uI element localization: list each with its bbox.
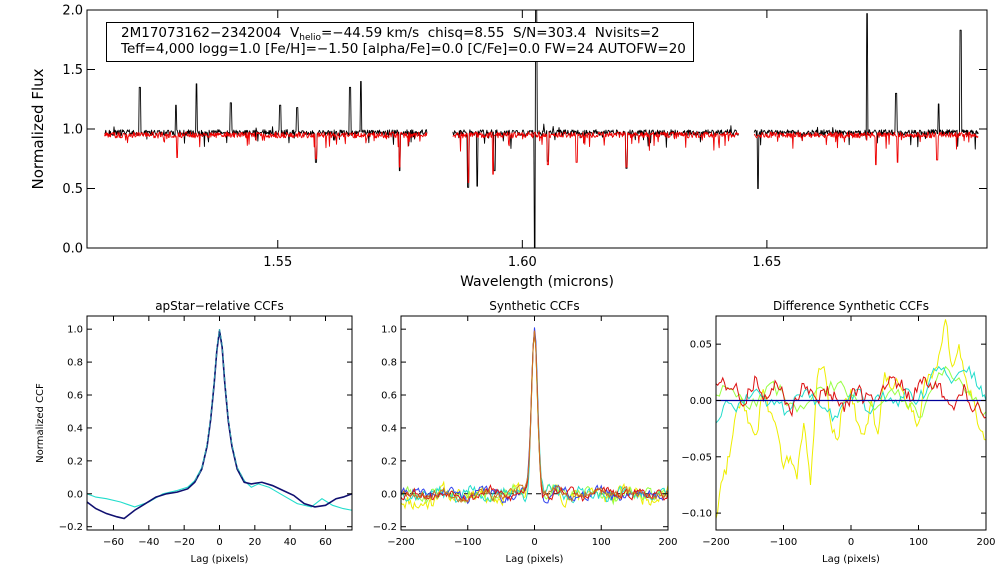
ccf_synthetic-ytick-label: 0.2 [381, 456, 397, 467]
info-line-2: Teff=4,000 logg=1.0 [Fe/H]=−1.50 [alpha/… [121, 41, 686, 57]
ccf_apstar-xlabel: Lag (pixels) [191, 554, 249, 565]
ccf_apstar-frame [86, 315, 353, 531]
ccf_synthetic-plot-area [401, 327, 668, 511]
spectrum-panel: 1.55 1.60 1.65 0.0 0.5 1.0 1.5 2.0 Wavelength (m… [29, 4, 988, 290]
ccf-synthetic-orange [401, 330, 668, 504]
snr-value: S/N=303.4 [513, 25, 587, 41]
info-line-1: 2M17073162−2342004 Vhelio=−44.59 km/s ch… [121, 25, 693, 43]
ccf_synthetic-xlabel: Lag (pixels) [506, 554, 564, 565]
vhelio-value: =−44.59 km/s [320, 25, 420, 41]
ccf_apstar-xtick-label: 20 [248, 537, 261, 548]
ccf_difference-xtick-label: 100 [909, 537, 928, 548]
ccf_apstar-ytick-label: 1.0 [67, 325, 83, 336]
spectrum-model-fit-chip-2 [452, 131, 739, 183]
spectrum-ytick-label: 0.0 [62, 242, 83, 257]
ccf_synthetic-ytick-label: 0.4 [381, 423, 397, 434]
ccf_synthetic-xtick-label: 0 [531, 537, 537, 548]
ccf_difference-title: Difference Synthetic CCFs [773, 299, 929, 313]
ccf_synthetic-panel: −200 −100 0 100 200 −0.2 0.0 0.2 0.4 0.6 0.8 1.0 Syn… [373, 299, 678, 565]
spectrum-ylabel: Normalized Flux [29, 68, 47, 189]
ccf_apstar-xtick-label: −40 [138, 537, 159, 548]
ccf_difference-ytick-label: 0.00 [690, 396, 712, 407]
ccf-synthetic-green [401, 335, 668, 506]
ccf_difference-xlabel: Lag (pixels) [822, 554, 880, 565]
ccf_apstar-xtick-label: 40 [284, 537, 297, 548]
spectrum-series-model [104, 131, 979, 183]
ccf_synthetic-ytick-label: 0.6 [381, 391, 397, 402]
spectrum-observed-spectrum-chip-3 [753, 13, 979, 189]
ccf_difference-xtick-label: 0 [848, 537, 854, 548]
ccf_difference-plot-area [716, 319, 986, 519]
spectrum-info-box: 2M17073162−2342004 Vhelio=−44.59 km/s ch… [106, 22, 694, 62]
ccf_apstar-title: apStar−relative CCFs [155, 299, 284, 313]
ccf_apstar-ytick-label: 0.6 [67, 391, 83, 402]
ccf_difference-panel: −200 −100 0 100 200 −0.10 −0.05 0.00 0.05 Differe… [681, 299, 995, 565]
chisq-value: chisq=8.55 [427, 25, 505, 41]
spectrum-xtick-label: 1.55 [263, 255, 292, 270]
ccf-synthetic-red [401, 330, 668, 502]
ccf_difference-ytick-label: 0.05 [690, 340, 712, 351]
spectrum-observed-spectrum-chip-1 [104, 80, 428, 172]
ccf-synthetic-yellow [401, 331, 668, 511]
ccf_synthetic-ytick-label: 1.0 [381, 325, 397, 336]
spectrum-ytick-label: 2.0 [62, 4, 83, 19]
ccf-apstar-visit-2 [87, 330, 352, 520]
ccf_difference-xtick-label: 200 [976, 537, 995, 548]
spectrum-model-fit-chip-1 [104, 131, 428, 168]
ccf_apstar-xtick-label: 60 [319, 537, 332, 548]
vhelio-subscript: helio [299, 33, 321, 43]
ccf-difference-cyan [716, 365, 986, 424]
ccf_synthetic-ytick-label: 0.8 [381, 358, 397, 369]
ccf-difference-yellow [716, 319, 986, 519]
ccf_difference-ytick-label: −0.10 [681, 509, 712, 520]
ccf_apstar-ytick-label: 0.8 [67, 358, 83, 369]
ccf_apstar-panel: −60 −40 −20 0 20 40 60 −0.2 0.0 0.2 0.4 0.6 0.8 1.0 ap… [35, 299, 353, 565]
object-id: 2M17073162−2342004 [121, 25, 282, 41]
ccf_apstar-ytick-label: 0.4 [67, 423, 83, 434]
ccf-difference-red [716, 375, 986, 419]
spectrum-ytick-label: 1.5 [62, 63, 83, 78]
spectrum-xtick-label: 1.60 [508, 255, 537, 270]
ccf-synthetic-cyan [401, 331, 668, 504]
ccf_synthetic-xtick-label: −200 [387, 537, 414, 548]
ccf-apstar-visit-1 [87, 329, 352, 511]
ccf_apstar-ytick-label: 0.2 [67, 456, 83, 467]
ccf_synthetic-xtick-label: 200 [658, 537, 677, 548]
nvisits-value: Nvisits=2 [594, 25, 660, 41]
spectrum-ytick-label: 0.5 [62, 182, 83, 197]
ccf_difference-ytick-label: −0.05 [681, 452, 712, 463]
ccf_difference-frame [715, 315, 987, 531]
ccf_synthetic-ytick-label: 0.0 [381, 489, 397, 500]
ccf_difference-xtick-label: −200 [702, 537, 729, 548]
ccf_synthetic-frame [400, 315, 669, 531]
spectrum-ytick-label: 1.0 [62, 123, 83, 138]
ccf_apstar-plot-area [87, 329, 352, 520]
spectrum-xlabel: Wavelength (microns) [460, 274, 614, 290]
ccf-apstar-combined [194, 329, 245, 481]
ccf_difference-xtick-label: −100 [770, 537, 797, 548]
spectrum-plot-area [104, 10, 979, 248]
ccf_apstar-xtick-label: 0 [216, 537, 222, 548]
spectrum-xtick-label: 1.65 [752, 255, 781, 270]
spectrum-model-fit-chip-3 [753, 131, 979, 166]
ccf_apstar-xtick-label: −60 [103, 537, 124, 548]
ccf_apstar-ytick-label: −0.2 [59, 522, 83, 533]
ccf_apstar-ytick-label: 0.0 [67, 489, 83, 500]
ccf_apstar-ylabel: Normalized CCF [35, 383, 46, 463]
ccf_apstar-xtick-label: −20 [174, 537, 195, 548]
ccf_synthetic-title: Synthetic CCFs [489, 299, 579, 313]
ccf-synthetic-blue [401, 327, 668, 505]
vhelio-label: V [289, 25, 300, 41]
ccf_synthetic-xtick-label: 100 [592, 537, 611, 548]
ccf_synthetic-xtick-label: −100 [454, 537, 481, 548]
ccf_synthetic-ytick-label: −0.2 [373, 522, 397, 533]
